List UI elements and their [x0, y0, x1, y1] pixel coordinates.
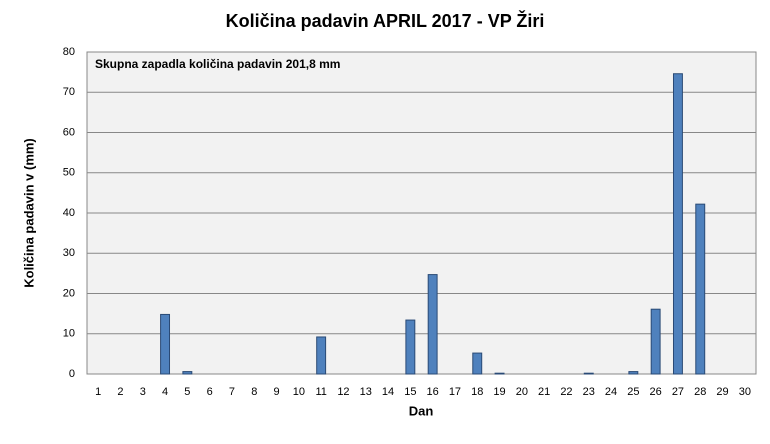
x-tick-label: 19 — [493, 386, 505, 398]
x-tick-label: 12 — [337, 386, 349, 398]
x-tick-label: 3 — [140, 386, 146, 398]
bar — [650, 308, 661, 375]
y-tick-label: 70 — [63, 86, 75, 98]
x-tick-label: 22 — [560, 386, 572, 398]
y-tick-label: 60 — [63, 126, 75, 138]
x-tick-label: 23 — [583, 386, 595, 398]
bar — [316, 336, 327, 375]
y-tick-label: 50 — [63, 167, 75, 179]
x-tick-label: 20 — [516, 386, 528, 398]
x-tick-label: 2 — [117, 386, 123, 398]
y-tick-label: 10 — [63, 328, 75, 340]
bar — [405, 319, 416, 375]
y-axis-label: Količina padavin v (mm) — [21, 138, 36, 288]
x-tick-label: 28 — [694, 386, 706, 398]
x-tick-label: 16 — [427, 386, 439, 398]
x-tick-label: 27 — [672, 386, 684, 398]
y-tick-label: 40 — [63, 207, 75, 219]
x-tick-label: 1 — [95, 386, 101, 398]
chart-title: Količina padavin APRIL 2017 - VP Žiri — [226, 10, 545, 31]
y-tick-label: 30 — [63, 247, 75, 259]
x-tick-label: 11 — [315, 386, 326, 398]
x-tick-label: 24 — [605, 386, 617, 398]
y-tick-label: 0 — [69, 368, 75, 380]
bar — [427, 274, 438, 375]
bar — [672, 73, 683, 375]
x-tick-label: 8 — [251, 386, 257, 398]
bar — [494, 372, 505, 375]
bar — [182, 371, 193, 375]
x-tick-label: 30 — [739, 386, 751, 398]
x-tick-label: 10 — [293, 386, 305, 398]
x-tick-label: 17 — [449, 386, 461, 398]
bar — [160, 313, 171, 375]
x-tick-label: 21 — [538, 386, 550, 398]
bar — [628, 371, 639, 375]
y-tick-label: 80 — [63, 46, 75, 58]
x-tick-label: 15 — [404, 386, 416, 398]
y-tick-label: 20 — [63, 287, 75, 299]
x-tick-label: 4 — [162, 386, 168, 398]
bar — [583, 372, 594, 375]
x-axis-label: Dan — [409, 403, 434, 418]
x-tick-label: 7 — [229, 386, 235, 398]
x-tick-label: 29 — [716, 386, 728, 398]
annotation: Skupna zapadla količina padavin 201,8 mm — [95, 57, 340, 71]
x-tick-label: 14 — [382, 386, 394, 398]
bar — [472, 352, 483, 375]
x-tick-label: 13 — [360, 386, 372, 398]
bar — [695, 203, 706, 375]
x-tick-label: 9 — [273, 386, 279, 398]
x-tick-label: 6 — [207, 386, 213, 398]
x-tick-label: 5 — [184, 386, 190, 398]
x-tick-label: 18 — [471, 386, 483, 398]
x-tick-label: 25 — [627, 386, 639, 398]
x-tick-label: 26 — [650, 386, 662, 398]
